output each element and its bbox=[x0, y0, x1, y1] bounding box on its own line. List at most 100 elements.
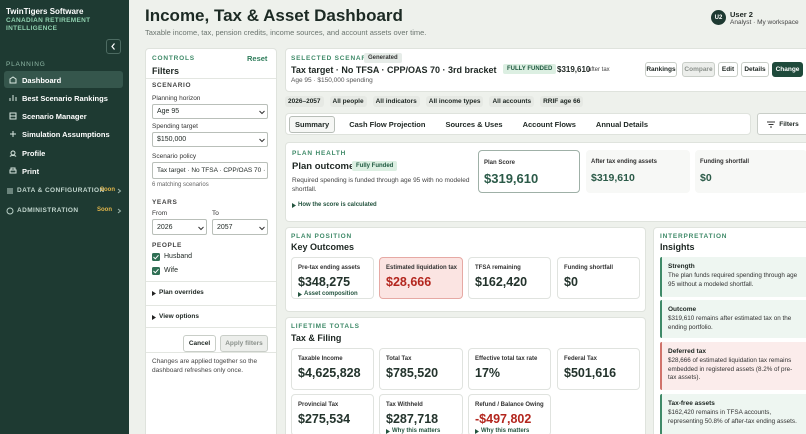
field-label: From bbox=[152, 210, 168, 217]
select-chevron bbox=[259, 110, 265, 115]
scenario-details: Age 95 · $150,000 spending bbox=[291, 77, 373, 84]
metric-card: Funding shortfall $0 bbox=[557, 257, 640, 299]
action-button[interactable]: Details bbox=[741, 62, 769, 77]
filter-chip[interactable]: 2026–2057 bbox=[285, 96, 324, 107]
sidebar: TwinTigers Software CANADIAN RETIREMENT … bbox=[0, 0, 129, 434]
disclosure-icon bbox=[298, 291, 302, 297]
to-select[interactable]: 2057 bbox=[212, 219, 268, 235]
nav-item[interactable]: Best Scenario Rankings bbox=[4, 89, 123, 106]
collapse-button[interactable] bbox=[106, 39, 121, 54]
action-button[interactable]: Edit bbox=[718, 62, 738, 77]
nav-label: Best Scenario Rankings bbox=[22, 93, 108, 103]
from-select[interactable]: 2026 bbox=[152, 219, 207, 235]
field-label: Planning horizon bbox=[152, 95, 201, 102]
icon bbox=[117, 208, 122, 213]
disclosure[interactable]: View options bbox=[152, 313, 268, 323]
card-link[interactable]: Why this matters bbox=[481, 428, 530, 434]
card-label: Effective total tax rate bbox=[475, 356, 538, 362]
nav-item[interactable]: Simulation Assumptions bbox=[4, 125, 123, 142]
insight-text: $319,610 remains after estimated tax on … bbox=[668, 315, 792, 331]
icon bbox=[7, 188, 13, 193]
card-value: 17% bbox=[475, 366, 501, 380]
tab[interactable]: Summary bbox=[289, 115, 336, 133]
metric-card: Federal Tax $501,616 bbox=[557, 348, 640, 390]
icon bbox=[9, 112, 17, 119]
button-label: Filters bbox=[779, 120, 799, 128]
nav-item[interactable]: Scenario Manager bbox=[4, 107, 123, 124]
section-label: PLANNING bbox=[6, 61, 46, 68]
nav-item[interactable]: Print bbox=[4, 162, 123, 179]
card-value: -$497,802 bbox=[475, 412, 532, 426]
tab[interactable]: Account Flows bbox=[522, 119, 576, 129]
checkbox-label: Wife bbox=[164, 267, 178, 274]
select-value: 2026 bbox=[157, 224, 173, 231]
nav-item[interactable]: Dashboard bbox=[4, 71, 123, 88]
tab[interactable]: Cash Flow Projection bbox=[349, 119, 426, 129]
disclosure-icon bbox=[475, 428, 479, 434]
divider bbox=[146, 352, 276, 353]
score-link[interactable]: How the score is calculated bbox=[298, 202, 377, 208]
button-label: Cancel bbox=[188, 340, 211, 347]
checkbox[interactable] bbox=[152, 267, 160, 275]
filter-chip[interactable]: All indicators bbox=[372, 96, 420, 107]
icon bbox=[9, 150, 17, 157]
filter-chip[interactable]: All income types bbox=[425, 96, 484, 107]
card-value: $501,616 bbox=[564, 366, 617, 380]
filter-chip[interactable]: All accounts bbox=[489, 96, 535, 107]
disclosure-icon bbox=[292, 203, 296, 208]
icon bbox=[9, 75, 17, 83]
cancel-button[interactable]: Cancel bbox=[183, 335, 216, 352]
filter-chip[interactable]: All people bbox=[329, 96, 367, 107]
button-label: Apply filters bbox=[225, 340, 263, 347]
action-button[interactable]: Rankings bbox=[645, 62, 677, 77]
status-badge: FULLY FUNDED bbox=[503, 64, 557, 74]
icon bbox=[6, 207, 14, 214]
section-heading: SCENARIO bbox=[152, 82, 192, 89]
card-value: $348,275 bbox=[298, 275, 351, 289]
reset-button[interactable]: Reset bbox=[247, 54, 268, 63]
card-link[interactable]: Why this matters bbox=[392, 428, 441, 434]
disclosure[interactable]: Plan overrides bbox=[152, 289, 268, 299]
insight-title: Tax-free assets bbox=[668, 400, 715, 407]
eyebrow: INTERPRETATION bbox=[660, 233, 728, 240]
insight-title: Strength bbox=[668, 263, 695, 270]
tab[interactable]: Sources & Uses bbox=[445, 119, 503, 129]
metric-tile: After tax ending assets $319,610 bbox=[586, 150, 690, 193]
checkbox-label: Husband bbox=[164, 253, 193, 260]
nav-item[interactable]: Profile bbox=[4, 144, 123, 161]
divider bbox=[146, 305, 276, 306]
select-chevron bbox=[259, 138, 265, 143]
user-name: User 2 bbox=[730, 10, 753, 19]
horizon-select[interactable]: Age 95 bbox=[152, 104, 268, 119]
card-label: Provincial Tax bbox=[298, 402, 339, 408]
insight: Deferred tax $28,666 of estimated liquida… bbox=[660, 342, 806, 390]
checkbox[interactable] bbox=[152, 253, 160, 261]
insight: Strength The plan funds required spending… bbox=[660, 257, 806, 297]
filters-button[interactable]: Filters bbox=[757, 113, 806, 135]
filter-chip[interactable]: RRIF age 66 bbox=[540, 96, 584, 107]
action-button[interactable]: Compare bbox=[682, 62, 715, 77]
check-icon bbox=[153, 268, 159, 274]
card-value: $4,625,828 bbox=[298, 366, 361, 380]
spending-select[interactable]: $150,000 bbox=[152, 132, 268, 147]
action-button[interactable]: Change bbox=[772, 62, 803, 77]
metric-label: Plan Score bbox=[484, 160, 516, 166]
insight-text: The plan funds required spending through… bbox=[668, 272, 798, 288]
after-tax-amount: $319,610 bbox=[557, 65, 591, 74]
avatar[interactable]: U2 bbox=[711, 10, 726, 25]
nav-group[interactable]: DATA & CONFIGURATION Soon bbox=[4, 184, 123, 197]
divider bbox=[146, 327, 276, 328]
chevron-icon bbox=[111, 43, 115, 50]
field-label: Scenario policy bbox=[152, 153, 197, 160]
policy-input[interactable]: Tax target · No TFSA · CPP/OAS 70 · bbox=[152, 162, 268, 179]
tagline: CANADIAN RETIREMENT INTELLIGENCE bbox=[6, 17, 91, 32]
card-link[interactable]: Asset composition bbox=[304, 291, 358, 297]
apply-button[interactable]: Apply filters bbox=[220, 335, 268, 352]
metric-value: $319,610 bbox=[484, 171, 539, 186]
insight-text: $28,666 of estimated liquidation tax rem… bbox=[668, 357, 793, 381]
nav-group[interactable]: ADMINISTRATION Soon bbox=[4, 204, 123, 217]
card-value: $28,666 bbox=[386, 275, 432, 289]
tab[interactable]: Annual Details bbox=[595, 119, 649, 129]
metric-card: Pre-tax ending assets $348,275 Asset compo… bbox=[291, 257, 374, 299]
